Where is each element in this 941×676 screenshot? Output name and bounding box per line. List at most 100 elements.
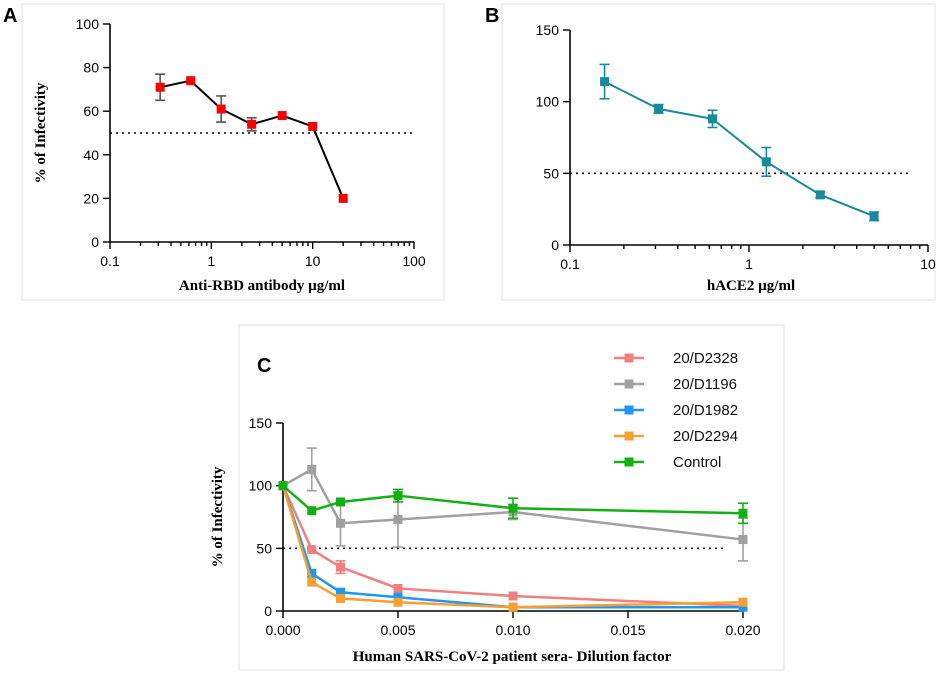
panel-c-series-20-d1196-point xyxy=(307,464,317,474)
panel-b-y-tick-label: 150 xyxy=(536,22,560,38)
panel-a-x-tick-label: 0.1 xyxy=(100,253,120,269)
panel-b-ticks: 0 50 100 150 0.1 1 10 xyxy=(536,22,936,272)
legend-item-control-label: Control xyxy=(673,454,721,471)
legend-item-20-d1982-label: 20/D1982 xyxy=(673,402,738,419)
panel-c-y-tick-label: 0 xyxy=(264,603,272,619)
panel-b-series-hace2-point xyxy=(600,77,610,87)
panel-a-x-tick-label: 1 xyxy=(207,253,215,269)
panel-b-chart: hACE2 µg/ml 0 50 100 150 0.1 1 10 xyxy=(536,22,936,294)
legend-item-20-d2328-label: 20/D2328 xyxy=(673,350,738,367)
panel-c-y-tick-label: 150 xyxy=(249,415,273,431)
panel-a-chart: % of Infectivity Anti-RBD antibody µg/ml… xyxy=(33,16,426,294)
panel-c-series-control-point xyxy=(278,481,288,491)
panel-c-series-control-line xyxy=(282,484,744,515)
panel-a-y-label: % of Infectivity xyxy=(33,82,49,183)
panel-a-x-tick-label: 10 xyxy=(305,253,321,269)
panel-a-series-anti-rbd-antibody-point xyxy=(247,119,257,129)
panel-c-series-20-d1196-line xyxy=(282,468,744,541)
panel-b-series-hace2-point xyxy=(815,190,825,200)
panel-b-x-label: hACE2 µg/ml xyxy=(707,278,795,294)
panel-b-series-hace2-point xyxy=(869,211,879,221)
panel-b-y-tick-label: 100 xyxy=(536,94,560,110)
panel-c-series-20-d1982-point xyxy=(307,568,317,578)
panel-c-series-20-d2328-point xyxy=(336,562,345,572)
panel-a-ticks: 0 20 40 60 80 100 0.1 1 10 100 xyxy=(76,16,426,269)
panel-a-series-anti-rbd-antibody-point xyxy=(338,193,348,203)
panel-a-series-anti-rbd-antibody-point xyxy=(155,82,165,92)
panel-c-series-control-point xyxy=(738,508,748,518)
panel-c-letter: C xyxy=(257,355,271,377)
panel-c-y-tick-label: 100 xyxy=(249,478,273,494)
panel-b-x-tick-label: 1 xyxy=(745,256,753,272)
panel-c-y-label: % of Infectivity xyxy=(210,466,226,567)
panel-c-series-20-d2294-point xyxy=(738,597,748,607)
panel-a-frame xyxy=(21,3,445,301)
panel-b-series-hace2-line xyxy=(604,80,875,218)
panel-b-frame xyxy=(501,3,936,301)
legend-item-20-d2294-label: 20/D2294 xyxy=(673,428,738,445)
panel-a-x-tick-label: 100 xyxy=(402,253,426,269)
panel-c-series-control-point xyxy=(336,497,345,507)
panel-c-series-20-d1196-point xyxy=(336,518,345,528)
legend-item-20-d2294-marker xyxy=(624,431,634,441)
panel-c-series-20-d2328-line xyxy=(281,485,744,608)
panel-c-series-20-d2294-line xyxy=(281,485,744,609)
legend-item-control-marker xyxy=(624,457,634,467)
panel-c-y-tick-label: 50 xyxy=(256,540,272,556)
panel-c-series-control-point xyxy=(508,503,518,513)
panel-c-series-20-d2328-point xyxy=(393,583,403,593)
panel-c-x-tick-label: 0.005 xyxy=(380,622,415,638)
legend-item-20-d1982-marker xyxy=(624,405,634,415)
panel-c-series-20-d1196-point xyxy=(738,535,748,545)
panel-a-y-tick-label: 0 xyxy=(91,234,99,250)
panel-c-series-20-d2294-point xyxy=(508,602,518,612)
panel-b-series-hace2-point xyxy=(707,114,717,124)
panel-c-frame xyxy=(238,324,785,671)
panel-b-plot xyxy=(570,63,908,222)
panel-a-series-anti-rbd-antibody-line xyxy=(159,79,345,199)
panel-c-series-control-point xyxy=(307,506,317,516)
panel-b-letter: B xyxy=(485,5,499,27)
panel-c-plot xyxy=(278,447,748,612)
panel-c-x-tick-label: 0.020 xyxy=(725,622,760,638)
panel-b-y-tick-label: 50 xyxy=(543,165,559,181)
panel-a-x-label: Anti-RBD antibody µg/ml xyxy=(179,278,345,294)
panel-c-x-tick-label: 0.015 xyxy=(610,622,645,638)
panel-a-plot xyxy=(110,73,414,203)
panel-c-series-20-d1982-point xyxy=(393,592,403,602)
panel-a-series-anti-rbd-antibody-point xyxy=(308,121,318,131)
panel-a-y-tick-label: 100 xyxy=(76,16,100,32)
panel-a-y-tick-label: 40 xyxy=(83,147,99,163)
panel-b-x-tick-label: 10 xyxy=(920,256,936,272)
panel-c-series-20-d2294-point xyxy=(393,597,403,607)
panel-a-series-anti-rbd-antibody-point xyxy=(277,111,287,121)
panel-b-series-hace2-point xyxy=(654,104,664,114)
panel-c-series-20-d1982-point xyxy=(336,587,345,597)
panel-c-legend: 20/D2328 20/D1196 20/D1982 20/D2294 Control xyxy=(614,350,738,471)
legend-item-20-d1196-label: 20/D1196 xyxy=(673,376,737,393)
panel-a-y-tick-label: 60 xyxy=(83,103,99,119)
panel-c-series-20-d1982-point xyxy=(738,602,748,612)
panel-a-y-tick-label: 20 xyxy=(83,190,99,206)
panel-b-series-hace2-point xyxy=(761,157,771,167)
panel-c-ticks: 0 50 100 150 0.000 0.005 0.010 0.015 0.020 xyxy=(249,415,761,638)
panel-a-series-anti-rbd-antibody-point xyxy=(216,104,226,114)
panel-c-series-control-point xyxy=(393,491,403,501)
panel-c-series-20-d2294-point xyxy=(336,593,345,603)
panel-c-chart: % of Infectivity Human SARS-CoV-2 patien… xyxy=(210,350,761,665)
panel-b-y-tick-label: 0 xyxy=(551,237,559,253)
legend-item-20-d2328-marker xyxy=(624,353,634,363)
panel-c-x-tick-label: 0.000 xyxy=(265,622,300,638)
panel-c-x-tick-label: 0.010 xyxy=(495,622,530,638)
panel-a-series-anti-rbd-antibody-point xyxy=(186,76,196,86)
panel-c-series-20-d2328-point xyxy=(307,545,317,555)
panel-b-x-tick-label: 0.1 xyxy=(560,256,580,272)
panel-a-letter: A xyxy=(3,5,17,27)
panel-a-y-tick-label: 80 xyxy=(83,60,99,76)
panel-c-series-20-d2328-point xyxy=(508,591,518,601)
legend-item-20-d1196-marker xyxy=(624,379,634,389)
panel-c-x-label: Human SARS-CoV-2 patient sera- Dilution … xyxy=(353,649,672,665)
panel-c-series-20-d2294-point xyxy=(307,577,317,587)
panel-c-series-20-d1196-point xyxy=(393,515,403,525)
